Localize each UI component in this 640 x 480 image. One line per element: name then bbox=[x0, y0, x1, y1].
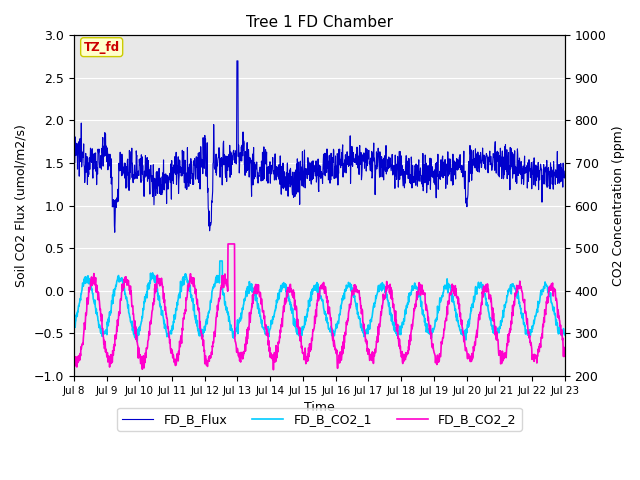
Y-axis label: Soil CO2 Flux (umol/m2/s): Soil CO2 Flux (umol/m2/s) bbox=[15, 124, 28, 287]
Line: FD_B_CO2_2: FD_B_CO2_2 bbox=[74, 244, 565, 370]
Title: Tree 1 FD Chamber: Tree 1 FD Chamber bbox=[246, 15, 393, 30]
FD_B_CO2_1 bbox=[179, 274, 187, 280]
FD_B_CO2_2 bbox=[224, 241, 232, 247]
FD_B_CO2_1 bbox=[460, 331, 468, 337]
FD_B_CO2_2 bbox=[70, 352, 77, 358]
Legend: FD_B_Flux, FD_B_CO2_1, FD_B_CO2_2: FD_B_Flux, FD_B_CO2_1, FD_B_CO2_2 bbox=[117, 408, 522, 431]
FD_B_Flux bbox=[503, 176, 511, 181]
FD_B_CO2_2 bbox=[561, 353, 569, 359]
FD_B_CO2_1 bbox=[561, 332, 569, 337]
FD_B_Flux bbox=[460, 148, 468, 154]
FD_B_CO2_1 bbox=[216, 258, 223, 264]
Line: FD_B_Flux: FD_B_Flux bbox=[74, 61, 565, 232]
FD_B_Flux bbox=[235, 142, 243, 148]
FD_B_CO2_2 bbox=[396, 338, 403, 344]
FD_B_CO2_2 bbox=[460, 339, 468, 345]
FD_B_CO2_2 bbox=[503, 341, 511, 347]
FD_B_CO2_1 bbox=[70, 325, 77, 331]
FD_B_Flux bbox=[396, 177, 403, 182]
Text: TZ_fd: TZ_fd bbox=[84, 41, 120, 54]
FD_B_CO2_1 bbox=[168, 331, 175, 337]
FD_B_Flux bbox=[168, 196, 175, 202]
X-axis label: Time: Time bbox=[304, 401, 335, 414]
FD_B_CO2_2 bbox=[269, 367, 277, 372]
Line: FD_B_CO2_1: FD_B_CO2_1 bbox=[74, 261, 565, 341]
FD_B_Flux bbox=[561, 175, 569, 181]
FD_B_Flux bbox=[70, 157, 77, 163]
FD_B_CO2_2 bbox=[167, 350, 175, 356]
FD_B_CO2_1 bbox=[235, 319, 243, 325]
FD_B_Flux bbox=[111, 229, 118, 235]
FD_B_CO2_1 bbox=[133, 338, 141, 344]
FD_B_CO2_1 bbox=[396, 324, 403, 329]
Y-axis label: CO2 Concentration (ppm): CO2 Concentration (ppm) bbox=[612, 125, 625, 286]
FD_B_Flux bbox=[179, 163, 187, 168]
FD_B_Flux bbox=[233, 58, 241, 64]
FD_B_CO2_2 bbox=[179, 318, 187, 324]
FD_B_CO2_1 bbox=[503, 294, 511, 300]
FD_B_CO2_2 bbox=[234, 353, 242, 359]
